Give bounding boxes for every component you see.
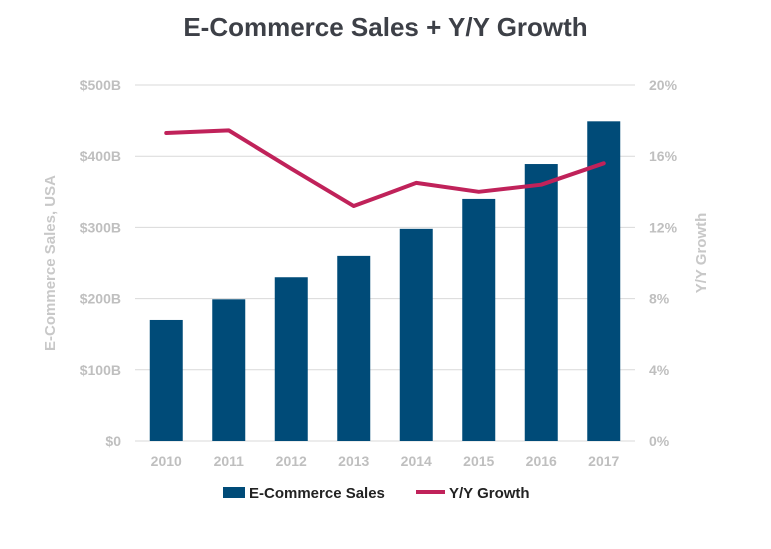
y-axis-label: E-Commerce Sales, USA	[42, 175, 59, 351]
bar-2010	[149, 319, 183, 441]
x-tick-label: 2011	[214, 453, 245, 469]
bar-2013	[337, 255, 371, 441]
x-tick-label: 2012	[276, 453, 307, 469]
y-tick-label: $400B	[80, 148, 121, 164]
x-tick-label: 2010	[151, 453, 182, 469]
y2-tick-label: 16%	[649, 148, 678, 164]
legend-swatch-sales	[223, 487, 245, 498]
bar-2014	[399, 228, 433, 441]
y2-axis-label: Y/Y Growth	[693, 213, 710, 294]
x-tick-label: 2013	[338, 453, 369, 469]
x-tick-label: 2016	[526, 453, 557, 469]
growth-line	[164, 128, 606, 209]
bar-2016	[524, 164, 558, 442]
y2-tick-label: 4%	[649, 362, 670, 378]
y2-tick-label: 20%	[649, 77, 678, 93]
legend-label-sales: E-Commerce Sales	[249, 485, 385, 502]
bar-2015	[462, 198, 496, 441]
y-tick-label: $300B	[80, 219, 121, 235]
y-tick-label: $200B	[80, 291, 121, 307]
y2-tick-label: 0%	[649, 433, 670, 449]
bar-2017	[587, 121, 621, 441]
y2-tick-label: 8%	[649, 291, 670, 307]
y-tick-label: $500B	[80, 77, 121, 93]
y-tick-label: $100B	[80, 362, 121, 378]
y-tick-label: $0	[105, 433, 121, 449]
legend-label-growth: Y/Y Growth	[449, 485, 530, 502]
x-tick-label: 2017	[588, 453, 619, 469]
chart-title: E-Commerce Sales + Y/Y Growth	[183, 12, 588, 42]
bar-2012	[274, 277, 308, 441]
x-tick-label: 2015	[463, 453, 494, 469]
x-tick-label: 2014	[401, 453, 432, 469]
bar-2011	[212, 299, 246, 441]
y2-tick-label: 12%	[649, 219, 678, 235]
